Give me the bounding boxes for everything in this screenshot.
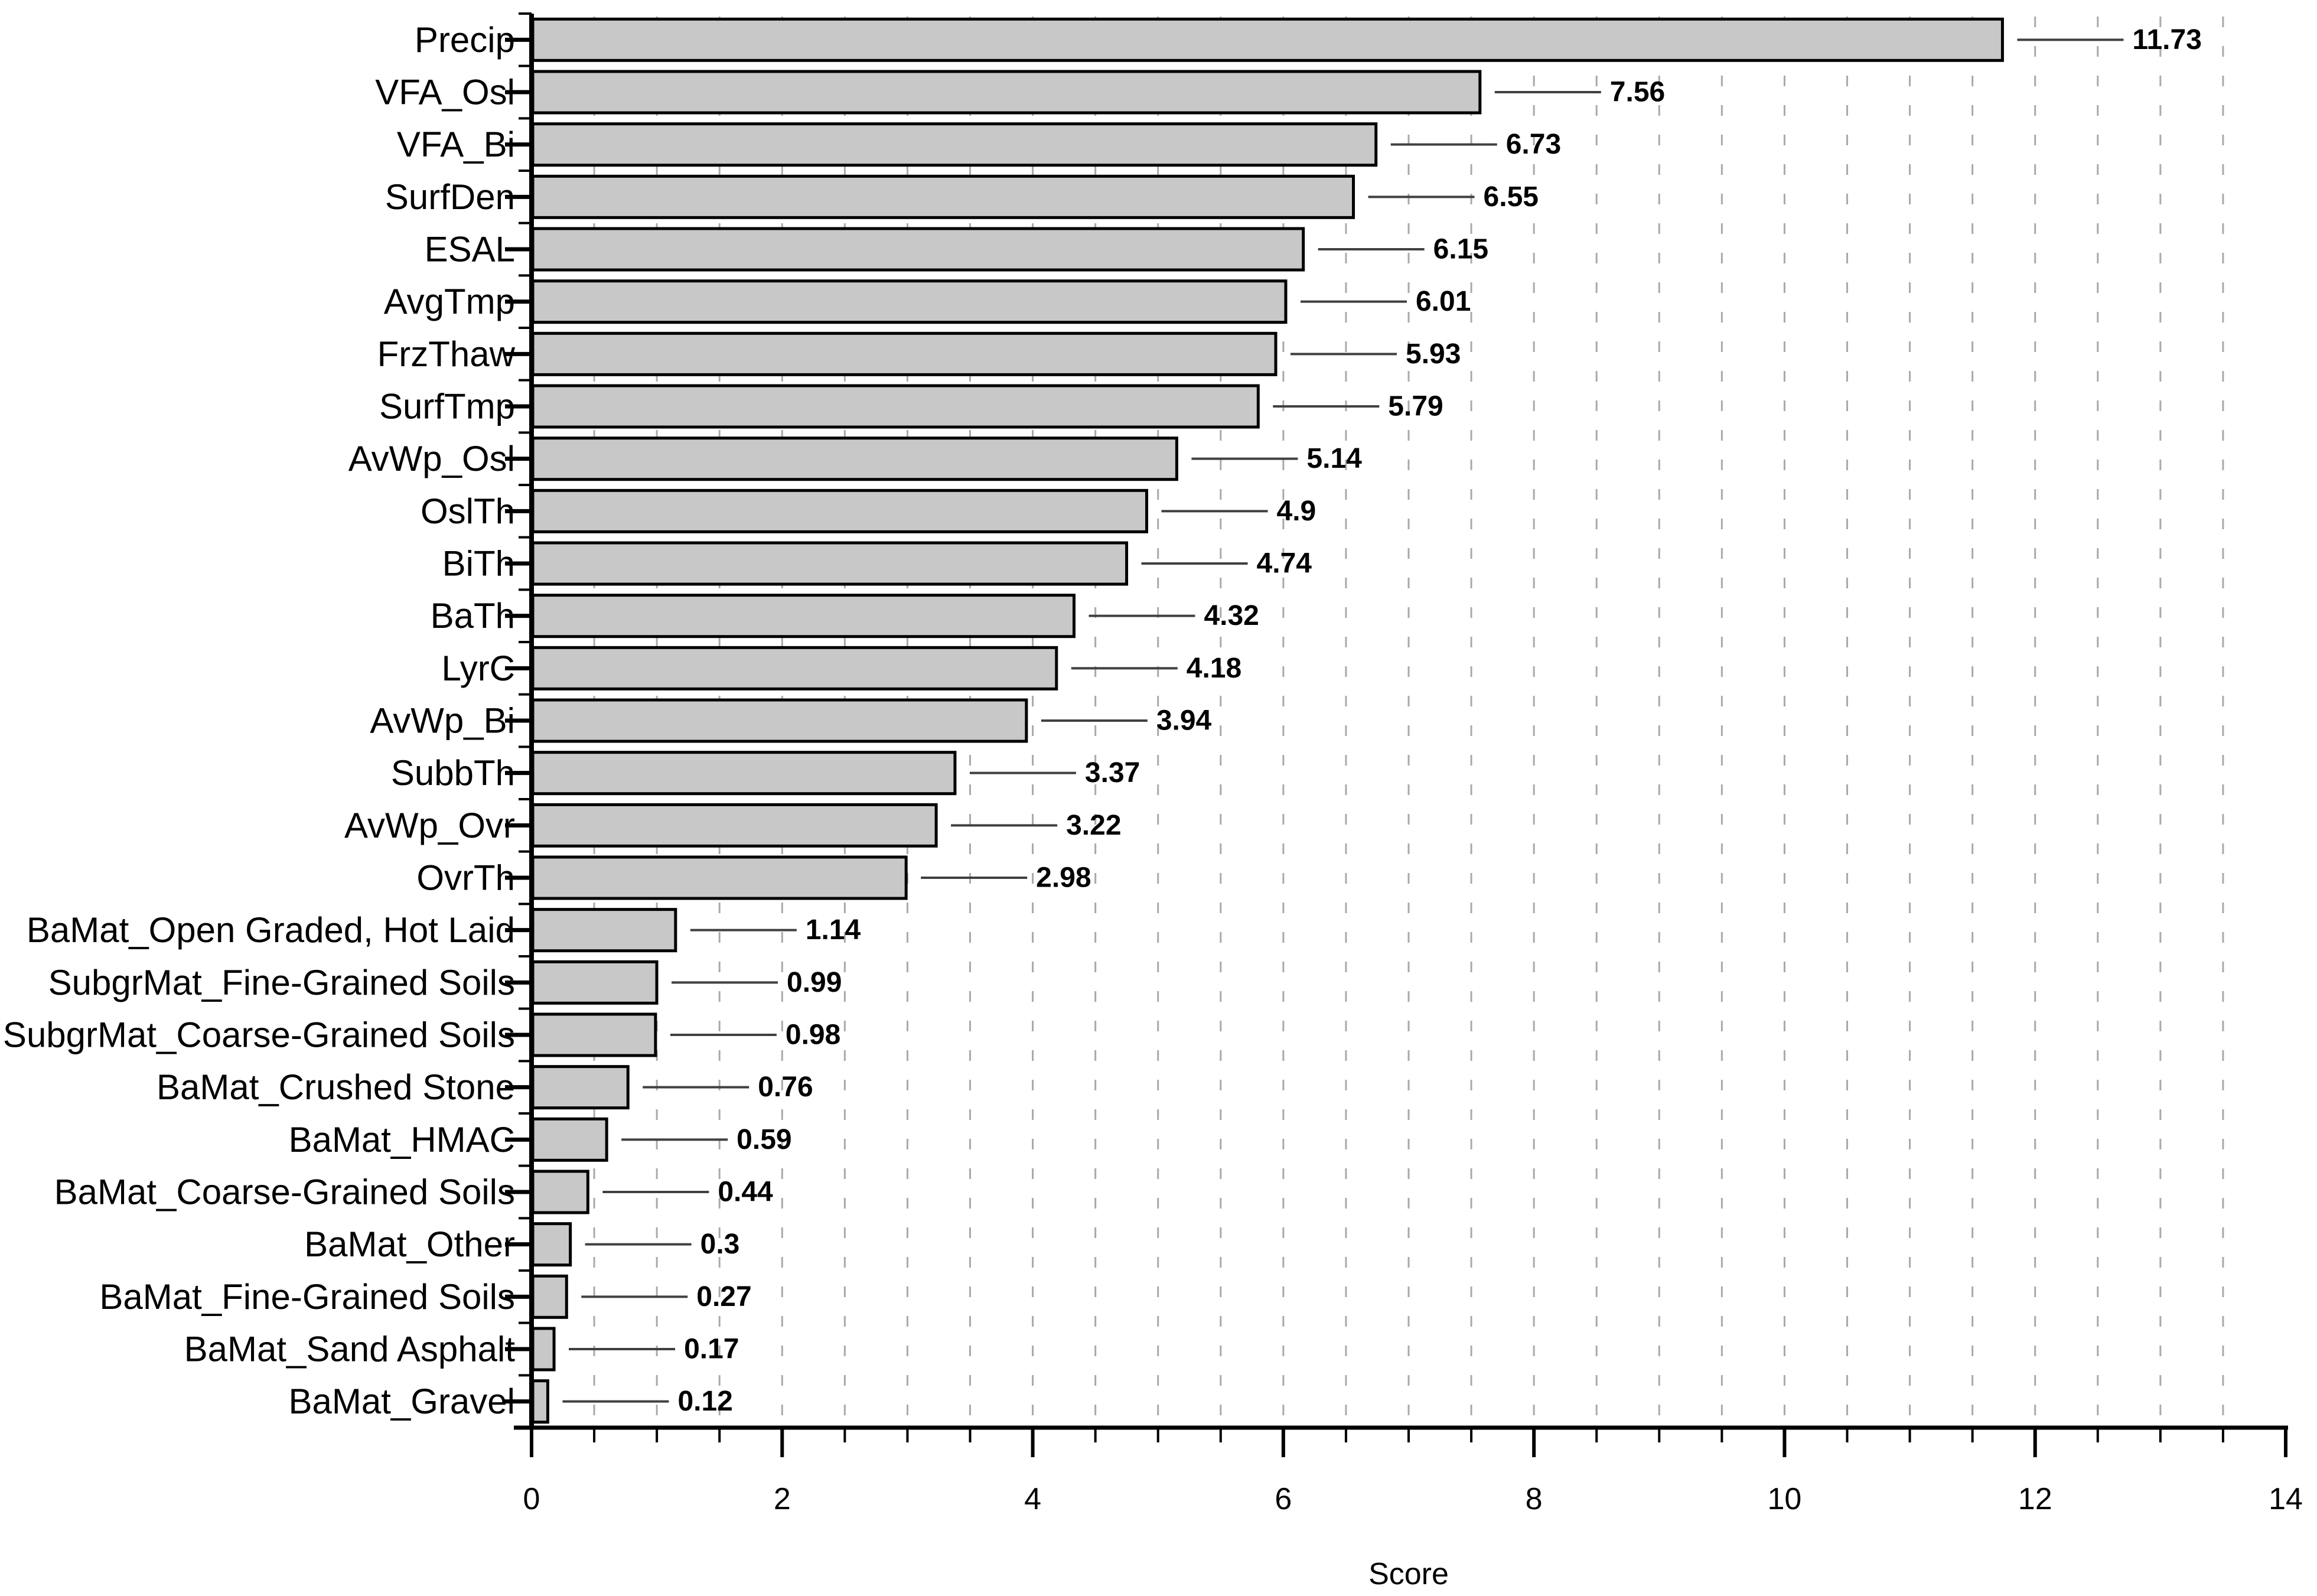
category-label: LyrC bbox=[442, 649, 515, 688]
bar bbox=[531, 331, 1278, 376]
bar bbox=[531, 70, 1482, 115]
value-label: 5.79 bbox=[1388, 391, 1443, 422]
bar bbox=[531, 17, 2004, 62]
value-label: 0.17 bbox=[684, 1334, 739, 1365]
value-label: 3.94 bbox=[1156, 705, 1212, 737]
value-label: 1.14 bbox=[806, 914, 861, 946]
value-label: 0.98 bbox=[786, 1020, 840, 1051]
value-label: 3.37 bbox=[1085, 757, 1140, 789]
x-tick-label: 14 bbox=[2269, 1482, 2303, 1516]
value-label: 7.56 bbox=[1610, 77, 1665, 108]
bar bbox=[531, 960, 659, 1005]
x-tick-label: 0 bbox=[523, 1482, 540, 1516]
category-label: SubbTh bbox=[391, 753, 515, 793]
bar bbox=[531, 908, 677, 953]
value-label: 6.01 bbox=[1416, 286, 1471, 317]
category-label: VFA_Bi bbox=[397, 125, 515, 164]
value-label: 0.99 bbox=[787, 967, 842, 998]
value-label: 0.76 bbox=[758, 1071, 813, 1103]
category-label: BaMat_Fine-Grained Soils bbox=[99, 1277, 515, 1317]
category-label: AvWp_Osl bbox=[348, 439, 515, 478]
category-label: AvgTmp bbox=[384, 282, 515, 321]
bar bbox=[531, 227, 1305, 272]
bar bbox=[531, 384, 1260, 429]
bar bbox=[531, 1170, 589, 1214]
x-tick-label: 12 bbox=[2018, 1482, 2052, 1516]
x-tick-label: 10 bbox=[1768, 1482, 1802, 1516]
value-label: 0.12 bbox=[677, 1386, 732, 1417]
x-tick-label: 4 bbox=[1024, 1482, 1041, 1516]
value-label: 4.32 bbox=[1204, 600, 1259, 631]
category-label: BaMat_Crushed Stone bbox=[157, 1067, 515, 1107]
bar bbox=[531, 1379, 549, 1424]
value-label: 4.9 bbox=[1277, 496, 1316, 527]
value-label: 3.22 bbox=[1066, 810, 1121, 841]
category-label: BaMat_HMAC bbox=[289, 1120, 515, 1159]
category-label: AvWp_Ovr bbox=[344, 806, 515, 845]
category-label: OslTh bbox=[421, 491, 515, 531]
category-label: BaMat_Gravel bbox=[289, 1382, 516, 1421]
category-label: BaMat_Other bbox=[304, 1224, 515, 1264]
bar bbox=[531, 751, 957, 796]
value-label: 5.14 bbox=[1306, 443, 1362, 474]
bar bbox=[531, 488, 1148, 533]
value-label: 6.55 bbox=[1484, 181, 1539, 213]
bar bbox=[531, 174, 1355, 219]
bar bbox=[531, 803, 938, 848]
bar bbox=[531, 855, 908, 900]
category-label: AvWp_Bi bbox=[370, 701, 515, 741]
bar bbox=[531, 646, 1058, 690]
category-label: BiTh bbox=[442, 544, 515, 584]
value-label: 5.93 bbox=[1406, 338, 1461, 370]
category-label: FrzThaw bbox=[377, 334, 516, 374]
category-label: SurfTmp bbox=[379, 387, 515, 426]
value-label: 4.18 bbox=[1187, 653, 1241, 684]
value-label: 0.59 bbox=[737, 1124, 791, 1155]
value-label: 0.27 bbox=[696, 1281, 751, 1312]
value-label: 11.73 bbox=[2132, 24, 2201, 56]
bar bbox=[531, 698, 1028, 743]
category-label: Precip bbox=[415, 20, 515, 60]
category-label: SurfDen bbox=[385, 177, 515, 217]
bar bbox=[531, 1222, 572, 1267]
category-label: BaTh bbox=[431, 596, 515, 636]
bar bbox=[531, 1327, 556, 1372]
category-label: OvrTh bbox=[416, 858, 515, 898]
value-label: 2.98 bbox=[1036, 862, 1091, 894]
category-label: BaMat_Open Graded, Hot Laid bbox=[27, 910, 515, 950]
bar bbox=[531, 437, 1178, 481]
bar bbox=[531, 1117, 608, 1162]
value-label: 4.74 bbox=[1257, 548, 1312, 579]
x-tick-label: 2 bbox=[774, 1482, 791, 1516]
bar bbox=[531, 1012, 657, 1057]
category-label: SubgrMat_Coarse-Grained Soils bbox=[3, 1015, 515, 1055]
x-axis-title: Score bbox=[1368, 1557, 1449, 1591]
category-label: ESAL bbox=[425, 230, 515, 269]
bar bbox=[531, 594, 1076, 639]
value-label: 0.3 bbox=[700, 1229, 740, 1260]
category-label: BaMat_Coarse-Grained Soils bbox=[54, 1172, 515, 1212]
x-tick-label: 6 bbox=[1275, 1482, 1292, 1516]
x-tick-label: 8 bbox=[1526, 1482, 1543, 1516]
category-label: BaMat_Sand Asphalt bbox=[184, 1330, 516, 1369]
value-label: 0.44 bbox=[718, 1177, 773, 1208]
bar bbox=[531, 122, 1378, 167]
bar bbox=[531, 541, 1129, 586]
bar bbox=[531, 1065, 630, 1110]
category-label: VFA_Osl bbox=[375, 73, 515, 112]
value-label: 6.73 bbox=[1506, 129, 1561, 160]
bar bbox=[531, 1274, 568, 1319]
bar bbox=[531, 279, 1288, 324]
value-label: 6.15 bbox=[1433, 234, 1488, 265]
category-label: SubgrMat_Fine-Grained Soils bbox=[48, 963, 515, 1002]
